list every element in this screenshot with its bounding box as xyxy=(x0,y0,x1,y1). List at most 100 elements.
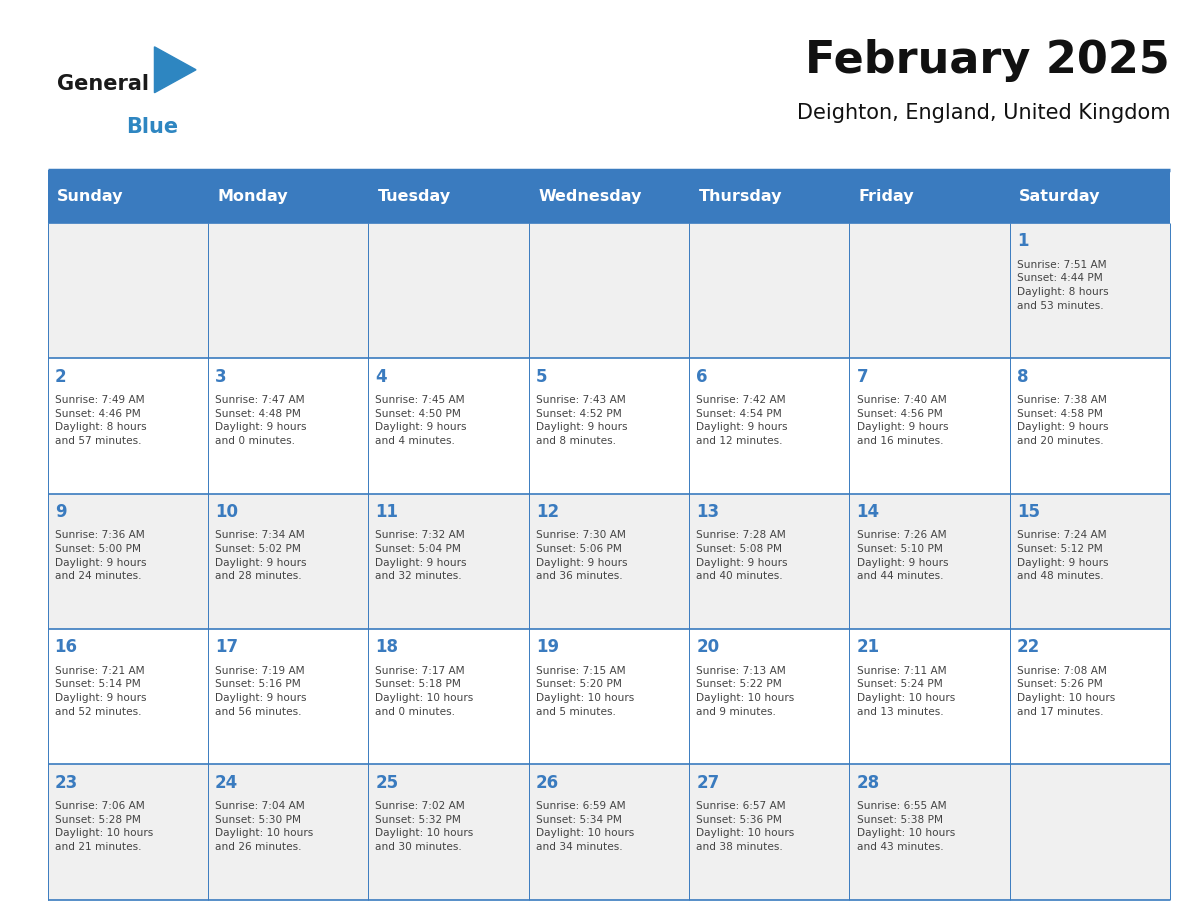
Bar xyxy=(849,494,1010,629)
Bar xyxy=(208,765,368,900)
Text: Wednesday: Wednesday xyxy=(538,189,642,204)
Bar xyxy=(529,765,689,900)
Text: 21: 21 xyxy=(857,638,879,656)
Bar xyxy=(368,494,529,629)
Text: Sunrise: 7:32 AM
Sunset: 5:04 PM
Daylight: 9 hours
and 32 minutes.: Sunrise: 7:32 AM Sunset: 5:04 PM Dayligh… xyxy=(375,531,467,581)
Bar xyxy=(529,358,689,494)
Bar xyxy=(48,358,208,494)
Bar xyxy=(529,223,689,358)
Text: 7: 7 xyxy=(857,367,868,386)
Text: 25: 25 xyxy=(375,774,398,791)
Text: 23: 23 xyxy=(55,774,78,791)
Bar xyxy=(48,223,208,358)
Bar xyxy=(368,223,529,358)
Text: Saturday: Saturday xyxy=(1019,189,1101,204)
Bar xyxy=(1010,765,1170,900)
Text: 18: 18 xyxy=(375,638,398,656)
Text: February 2025: February 2025 xyxy=(805,39,1170,82)
Bar xyxy=(368,629,529,765)
Text: Thursday: Thursday xyxy=(699,189,782,204)
Bar xyxy=(689,358,849,494)
Polygon shape xyxy=(154,47,196,93)
Text: Sunrise: 7:28 AM
Sunset: 5:08 PM
Daylight: 9 hours
and 40 minutes.: Sunrise: 7:28 AM Sunset: 5:08 PM Dayligh… xyxy=(696,531,788,581)
Text: 17: 17 xyxy=(215,638,238,656)
Text: 3: 3 xyxy=(215,367,227,386)
Text: Sunrise: 7:47 AM
Sunset: 4:48 PM
Daylight: 9 hours
and 0 minutes.: Sunrise: 7:47 AM Sunset: 4:48 PM Dayligh… xyxy=(215,395,307,446)
Text: Sunrise: 6:59 AM
Sunset: 5:34 PM
Daylight: 10 hours
and 34 minutes.: Sunrise: 6:59 AM Sunset: 5:34 PM Dayligh… xyxy=(536,801,634,852)
Text: Sunrise: 7:17 AM
Sunset: 5:18 PM
Daylight: 10 hours
and 0 minutes.: Sunrise: 7:17 AM Sunset: 5:18 PM Dayligh… xyxy=(375,666,474,717)
Text: Sunday: Sunday xyxy=(57,189,124,204)
Text: Deighton, England, United Kingdom: Deighton, England, United Kingdom xyxy=(797,103,1170,123)
Text: 2: 2 xyxy=(55,367,67,386)
Text: 27: 27 xyxy=(696,774,720,791)
Text: 8: 8 xyxy=(1017,367,1029,386)
Bar xyxy=(48,629,208,765)
Bar xyxy=(48,170,1170,223)
Bar xyxy=(368,765,529,900)
Bar xyxy=(849,223,1010,358)
Bar xyxy=(208,358,368,494)
Bar xyxy=(208,494,368,629)
Text: Friday: Friday xyxy=(859,189,915,204)
Bar xyxy=(529,494,689,629)
Text: Sunrise: 7:19 AM
Sunset: 5:16 PM
Daylight: 9 hours
and 56 minutes.: Sunrise: 7:19 AM Sunset: 5:16 PM Dayligh… xyxy=(215,666,307,717)
Text: Sunrise: 7:24 AM
Sunset: 5:12 PM
Daylight: 9 hours
and 48 minutes.: Sunrise: 7:24 AM Sunset: 5:12 PM Dayligh… xyxy=(1017,531,1108,581)
Text: Sunrise: 7:15 AM
Sunset: 5:20 PM
Daylight: 10 hours
and 5 minutes.: Sunrise: 7:15 AM Sunset: 5:20 PM Dayligh… xyxy=(536,666,634,717)
Text: Sunrise: 7:26 AM
Sunset: 5:10 PM
Daylight: 9 hours
and 44 minutes.: Sunrise: 7:26 AM Sunset: 5:10 PM Dayligh… xyxy=(857,531,948,581)
Text: Sunrise: 7:04 AM
Sunset: 5:30 PM
Daylight: 10 hours
and 26 minutes.: Sunrise: 7:04 AM Sunset: 5:30 PM Dayligh… xyxy=(215,801,314,852)
Bar xyxy=(849,765,1010,900)
Bar xyxy=(689,765,849,900)
Text: Sunrise: 7:30 AM
Sunset: 5:06 PM
Daylight: 9 hours
and 36 minutes.: Sunrise: 7:30 AM Sunset: 5:06 PM Dayligh… xyxy=(536,531,627,581)
Text: Sunrise: 7:42 AM
Sunset: 4:54 PM
Daylight: 9 hours
and 12 minutes.: Sunrise: 7:42 AM Sunset: 4:54 PM Dayligh… xyxy=(696,395,788,446)
Text: 1: 1 xyxy=(1017,232,1029,251)
Text: 14: 14 xyxy=(857,503,879,521)
Text: Sunrise: 7:49 AM
Sunset: 4:46 PM
Daylight: 8 hours
and 57 minutes.: Sunrise: 7:49 AM Sunset: 4:46 PM Dayligh… xyxy=(55,395,146,446)
Bar xyxy=(48,765,208,900)
Text: Sunrise: 7:02 AM
Sunset: 5:32 PM
Daylight: 10 hours
and 30 minutes.: Sunrise: 7:02 AM Sunset: 5:32 PM Dayligh… xyxy=(375,801,474,852)
Text: Sunrise: 7:36 AM
Sunset: 5:00 PM
Daylight: 9 hours
and 24 minutes.: Sunrise: 7:36 AM Sunset: 5:00 PM Dayligh… xyxy=(55,531,146,581)
Text: 28: 28 xyxy=(857,774,879,791)
Text: Sunrise: 6:57 AM
Sunset: 5:36 PM
Daylight: 10 hours
and 38 minutes.: Sunrise: 6:57 AM Sunset: 5:36 PM Dayligh… xyxy=(696,801,795,852)
Bar xyxy=(849,358,1010,494)
Text: 19: 19 xyxy=(536,638,558,656)
Bar xyxy=(1010,358,1170,494)
Text: General: General xyxy=(57,74,148,94)
Text: Tuesday: Tuesday xyxy=(378,189,451,204)
Text: Sunrise: 7:38 AM
Sunset: 4:58 PM
Daylight: 9 hours
and 20 minutes.: Sunrise: 7:38 AM Sunset: 4:58 PM Dayligh… xyxy=(1017,395,1108,446)
Bar xyxy=(208,629,368,765)
Bar xyxy=(1010,629,1170,765)
Text: Sunrise: 7:21 AM
Sunset: 5:14 PM
Daylight: 9 hours
and 52 minutes.: Sunrise: 7:21 AM Sunset: 5:14 PM Dayligh… xyxy=(55,666,146,717)
Bar xyxy=(48,494,208,629)
Text: Sunrise: 7:45 AM
Sunset: 4:50 PM
Daylight: 9 hours
and 4 minutes.: Sunrise: 7:45 AM Sunset: 4:50 PM Dayligh… xyxy=(375,395,467,446)
Text: 9: 9 xyxy=(55,503,67,521)
Text: 4: 4 xyxy=(375,367,387,386)
Text: 15: 15 xyxy=(1017,503,1040,521)
Bar xyxy=(1010,494,1170,629)
Bar xyxy=(689,629,849,765)
Text: Sunrise: 7:43 AM
Sunset: 4:52 PM
Daylight: 9 hours
and 8 minutes.: Sunrise: 7:43 AM Sunset: 4:52 PM Dayligh… xyxy=(536,395,627,446)
Text: 6: 6 xyxy=(696,367,708,386)
Text: 16: 16 xyxy=(55,638,77,656)
Text: Blue: Blue xyxy=(126,118,178,137)
Text: Sunrise: 7:06 AM
Sunset: 5:28 PM
Daylight: 10 hours
and 21 minutes.: Sunrise: 7:06 AM Sunset: 5:28 PM Dayligh… xyxy=(55,801,153,852)
Text: 26: 26 xyxy=(536,774,558,791)
Bar xyxy=(689,223,849,358)
Text: 12: 12 xyxy=(536,503,558,521)
Bar xyxy=(529,629,689,765)
Text: Sunrise: 7:40 AM
Sunset: 4:56 PM
Daylight: 9 hours
and 16 minutes.: Sunrise: 7:40 AM Sunset: 4:56 PM Dayligh… xyxy=(857,395,948,446)
Text: 11: 11 xyxy=(375,503,398,521)
Text: Sunrise: 6:55 AM
Sunset: 5:38 PM
Daylight: 10 hours
and 43 minutes.: Sunrise: 6:55 AM Sunset: 5:38 PM Dayligh… xyxy=(857,801,955,852)
Bar xyxy=(368,358,529,494)
Bar xyxy=(208,223,368,358)
Text: 20: 20 xyxy=(696,638,719,656)
Text: Sunrise: 7:13 AM
Sunset: 5:22 PM
Daylight: 10 hours
and 9 minutes.: Sunrise: 7:13 AM Sunset: 5:22 PM Dayligh… xyxy=(696,666,795,717)
Bar xyxy=(849,629,1010,765)
Text: Sunrise: 7:08 AM
Sunset: 5:26 PM
Daylight: 10 hours
and 17 minutes.: Sunrise: 7:08 AM Sunset: 5:26 PM Dayligh… xyxy=(1017,666,1116,717)
Text: 5: 5 xyxy=(536,367,548,386)
Text: Sunrise: 7:51 AM
Sunset: 4:44 PM
Daylight: 8 hours
and 53 minutes.: Sunrise: 7:51 AM Sunset: 4:44 PM Dayligh… xyxy=(1017,260,1108,310)
Text: 24: 24 xyxy=(215,774,239,791)
Bar xyxy=(1010,223,1170,358)
Text: Sunrise: 7:11 AM
Sunset: 5:24 PM
Daylight: 10 hours
and 13 minutes.: Sunrise: 7:11 AM Sunset: 5:24 PM Dayligh… xyxy=(857,666,955,717)
Text: Monday: Monday xyxy=(217,189,287,204)
Text: Sunrise: 7:34 AM
Sunset: 5:02 PM
Daylight: 9 hours
and 28 minutes.: Sunrise: 7:34 AM Sunset: 5:02 PM Dayligh… xyxy=(215,531,307,581)
